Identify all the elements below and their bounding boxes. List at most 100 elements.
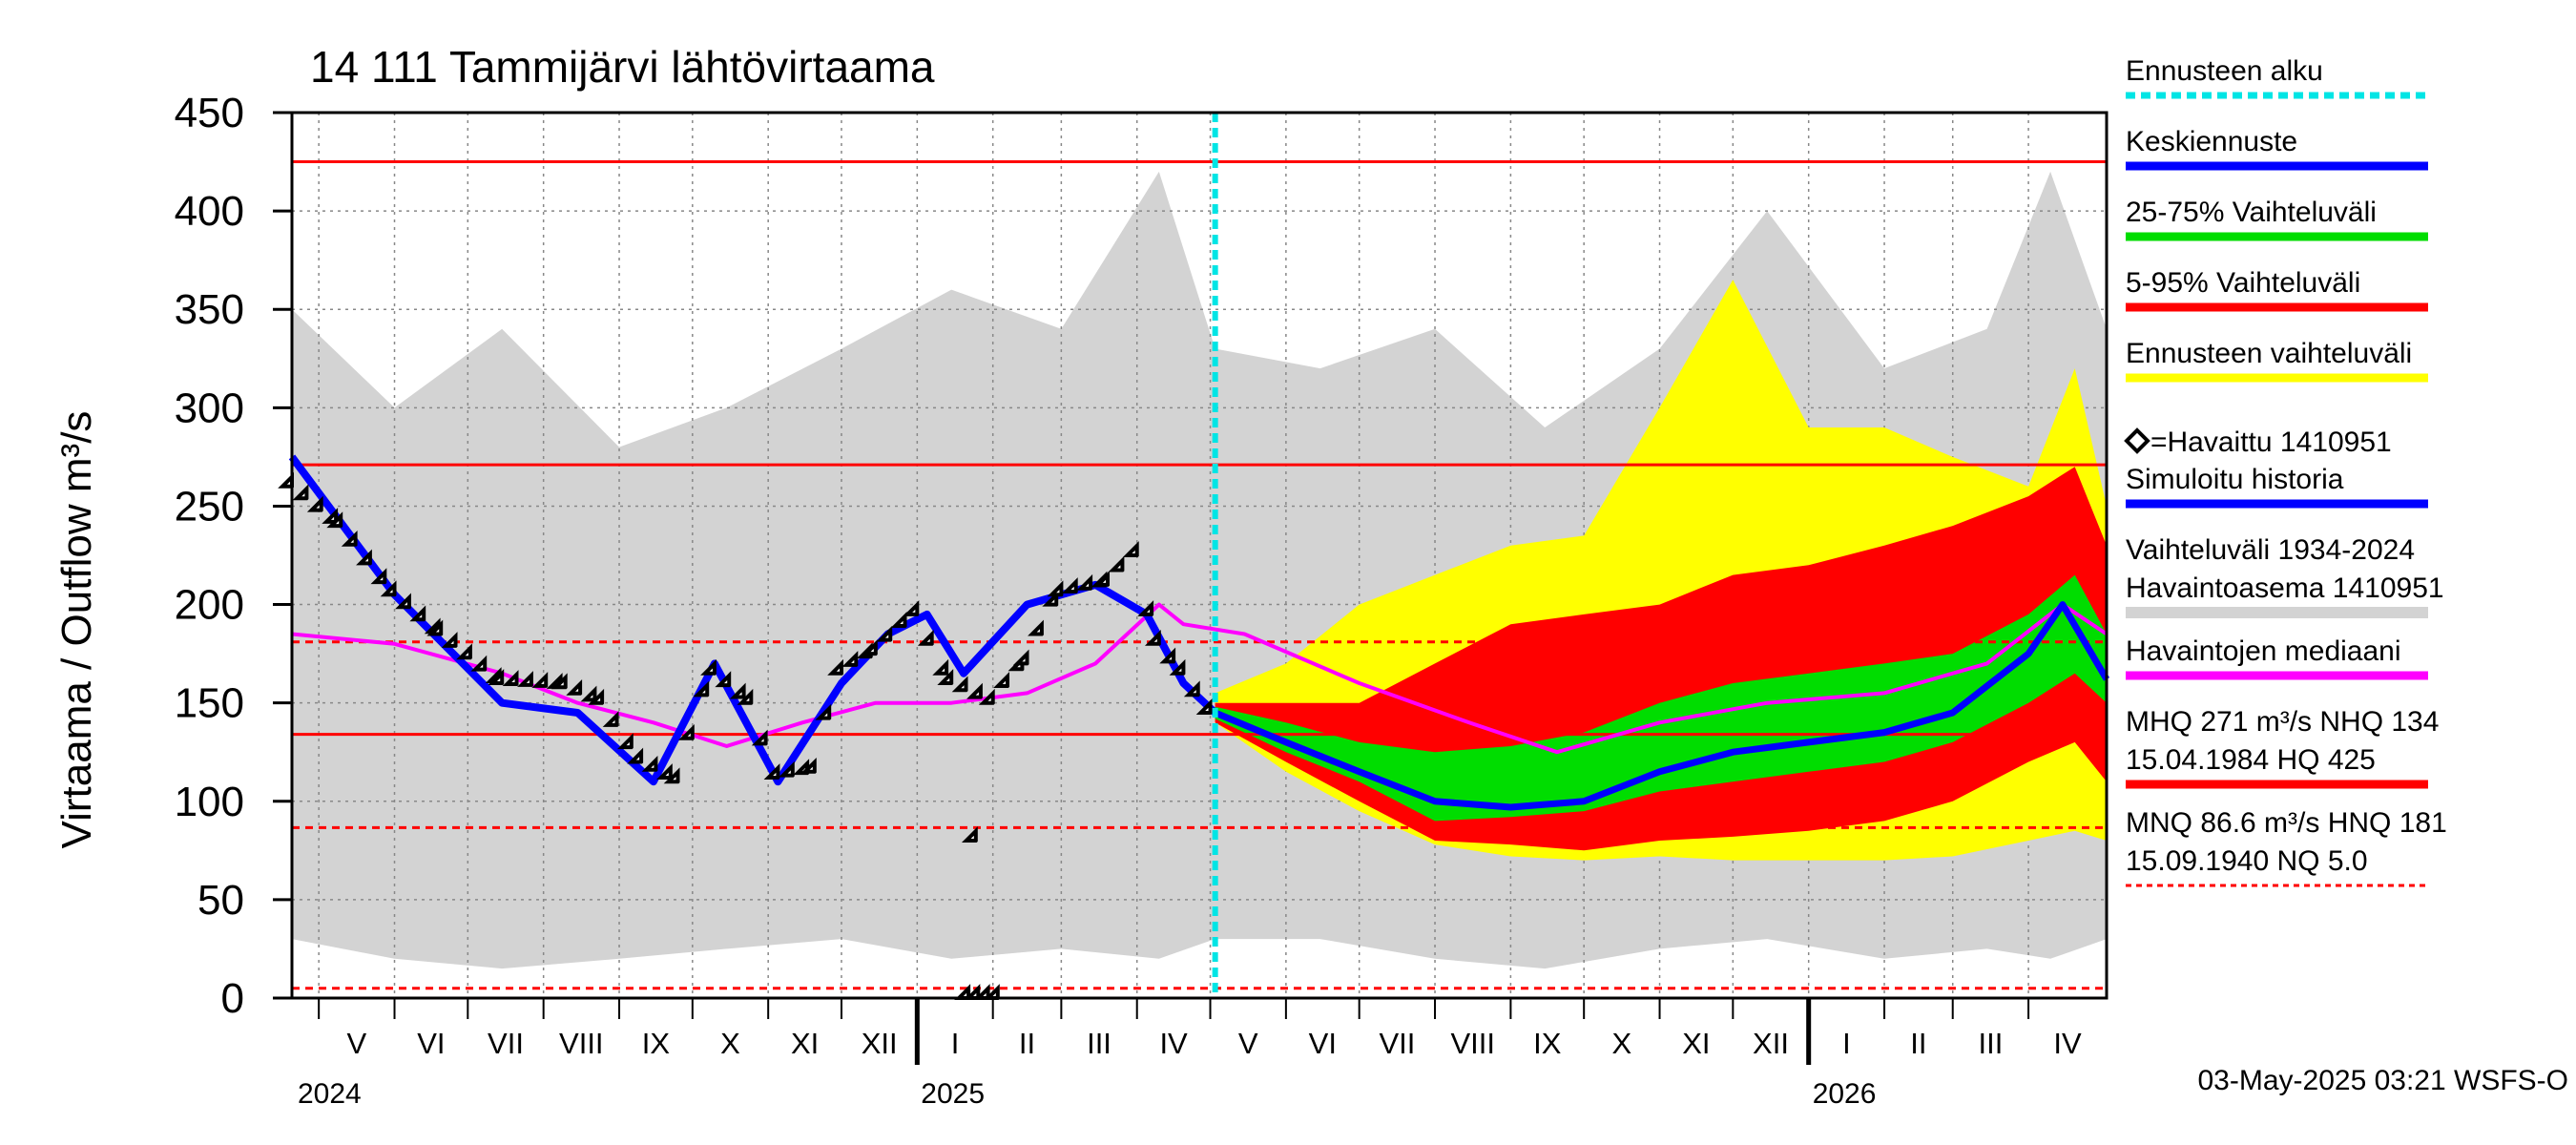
observed-point xyxy=(395,593,411,610)
observed-point xyxy=(1028,619,1044,636)
observed-point xyxy=(292,484,309,501)
y-tick-label: 150 xyxy=(175,680,244,727)
observed-point xyxy=(588,688,605,705)
observed-point xyxy=(917,629,934,646)
legend-item: Ennusteen vaihteluväli xyxy=(2126,338,2428,383)
observed-point xyxy=(426,619,444,636)
y-axis-label: Virtaama / Outflow m³/s xyxy=(53,411,100,849)
forecast-25-75-band xyxy=(1215,574,2107,822)
legend-label: Ennusteen vaihteluväli xyxy=(2126,338,2412,369)
x-year-label: 2024 xyxy=(298,1078,362,1110)
legend-item: Ennusteen alku xyxy=(2126,55,2428,99)
legend-item: MNQ 86.6 m³/s HNQ 181 15.09.1940 NQ 5.0 xyxy=(2126,807,2447,887)
y-tick-label: 450 xyxy=(175,90,244,136)
y-tick-label: 400 xyxy=(175,188,244,235)
x-month-label: IV xyxy=(1159,1027,1188,1060)
y-tick-label: 200 xyxy=(175,582,244,629)
legend-label: Keskiennuste xyxy=(2126,126,2297,157)
x-month-label: I xyxy=(951,1027,960,1060)
observed-point xyxy=(1012,649,1029,666)
observed-point xyxy=(800,757,817,774)
observed-point xyxy=(729,682,746,699)
y-tick-label: 250 xyxy=(175,483,244,530)
observed-point xyxy=(751,729,768,746)
x-month-label: VIII xyxy=(1450,1027,1495,1060)
observed-point xyxy=(932,658,949,676)
y-tick-label: 350 xyxy=(175,286,244,333)
x-month-label: XI xyxy=(791,1027,819,1060)
y-tick-label: 100 xyxy=(175,779,244,825)
legend-label-secondary: 15.09.1940 NQ 5.0 xyxy=(2126,845,2368,877)
legend-item: 25-75% Vaihteluväli xyxy=(2126,197,2428,241)
x-month-label: III xyxy=(1978,1027,2003,1060)
observed-point xyxy=(937,669,954,686)
observed-point xyxy=(470,655,488,672)
observed-point xyxy=(663,767,680,784)
x-month-label: XII xyxy=(862,1027,898,1060)
legend-label: Simuloitu historia xyxy=(2126,464,2344,495)
legend-item: MHQ 271 m³/s NHQ 134 15.04.1984 HQ 425 xyxy=(2126,706,2439,789)
observed-point xyxy=(763,763,780,781)
observed-point xyxy=(903,600,920,616)
legend: Ennusteen alku Keskiennuste 25-75% Vaihtel… xyxy=(2124,55,2447,887)
observed-point xyxy=(517,671,533,687)
observed-point xyxy=(890,612,907,629)
legend-item: Havaintojen mediaani xyxy=(2126,635,2428,680)
x-month-label: II xyxy=(1019,1027,1035,1060)
legend-label: =Havaittu 1410951 xyxy=(2150,427,2392,458)
x-month-label: VII xyxy=(1379,1027,1415,1060)
observed-point xyxy=(370,568,387,585)
x-month-label: IX xyxy=(642,1027,671,1060)
observed-point xyxy=(627,747,644,764)
legend-label: MHQ 271 m³/s NHQ 134 xyxy=(2126,706,2439,738)
observed-point xyxy=(1169,658,1186,676)
observed-point xyxy=(841,651,859,667)
y-tick-label: 50 xyxy=(197,877,244,924)
observed-point xyxy=(1122,541,1139,558)
observed-point xyxy=(1108,555,1125,572)
x-month-label: VI xyxy=(417,1027,445,1060)
footer-timestamp: 03-May-2025 03:21 WSFS-O xyxy=(2198,1065,2569,1096)
observed-point xyxy=(566,678,583,696)
legend-label-secondary: 15.04.1984 HQ 425 xyxy=(2126,744,2376,776)
observed-point xyxy=(861,639,878,656)
legend-label: MNQ 86.6 m³/s HNQ 181 xyxy=(2126,807,2447,839)
observed-point xyxy=(551,673,568,690)
chart-title: 14 111 Tammijärvi lähtövirtaama xyxy=(310,42,935,92)
observed-point xyxy=(677,723,695,740)
plot-area xyxy=(278,112,2110,1001)
observed-point xyxy=(966,682,983,699)
median-line xyxy=(291,602,2109,755)
x-month-label: XII xyxy=(1753,1027,1789,1060)
legend-label: 5-95% Vaihteluväli xyxy=(2126,267,2360,299)
observed-point xyxy=(326,511,343,529)
observed-point xyxy=(993,672,1010,689)
x-month-label: V xyxy=(1238,1027,1258,1060)
x-month-label: XI xyxy=(1682,1027,1710,1060)
observed-point xyxy=(1183,680,1200,697)
legend-label: 25-75% Vaihteluväli xyxy=(2126,197,2377,228)
observed-point xyxy=(456,643,472,660)
observed-point xyxy=(409,605,426,622)
x-month-label: X xyxy=(1612,1027,1632,1060)
legend-item: =Havaittu 1410951 xyxy=(2124,427,2392,458)
observed-point xyxy=(602,711,619,727)
legend-label: Vaihteluväli 1934-2024 xyxy=(2126,534,2415,566)
y-tick-label: 0 xyxy=(221,975,244,1022)
x-month-label: I xyxy=(1842,1027,1851,1060)
x-month-label: VII xyxy=(488,1027,524,1060)
observed-point xyxy=(341,530,358,547)
x-month-label: VI xyxy=(1309,1027,1337,1060)
observed-point xyxy=(1042,590,1059,607)
plot-frame xyxy=(290,111,2109,1000)
observed-point xyxy=(306,495,323,512)
observed-point xyxy=(978,688,995,705)
observed-point xyxy=(737,688,754,705)
legend-observed-marker xyxy=(2124,427,2150,454)
observed-point xyxy=(827,658,844,676)
x-year-label: 2025 xyxy=(921,1078,985,1110)
x-month-label: VIII xyxy=(559,1027,604,1060)
y-tick-label: 300 xyxy=(175,385,244,431)
